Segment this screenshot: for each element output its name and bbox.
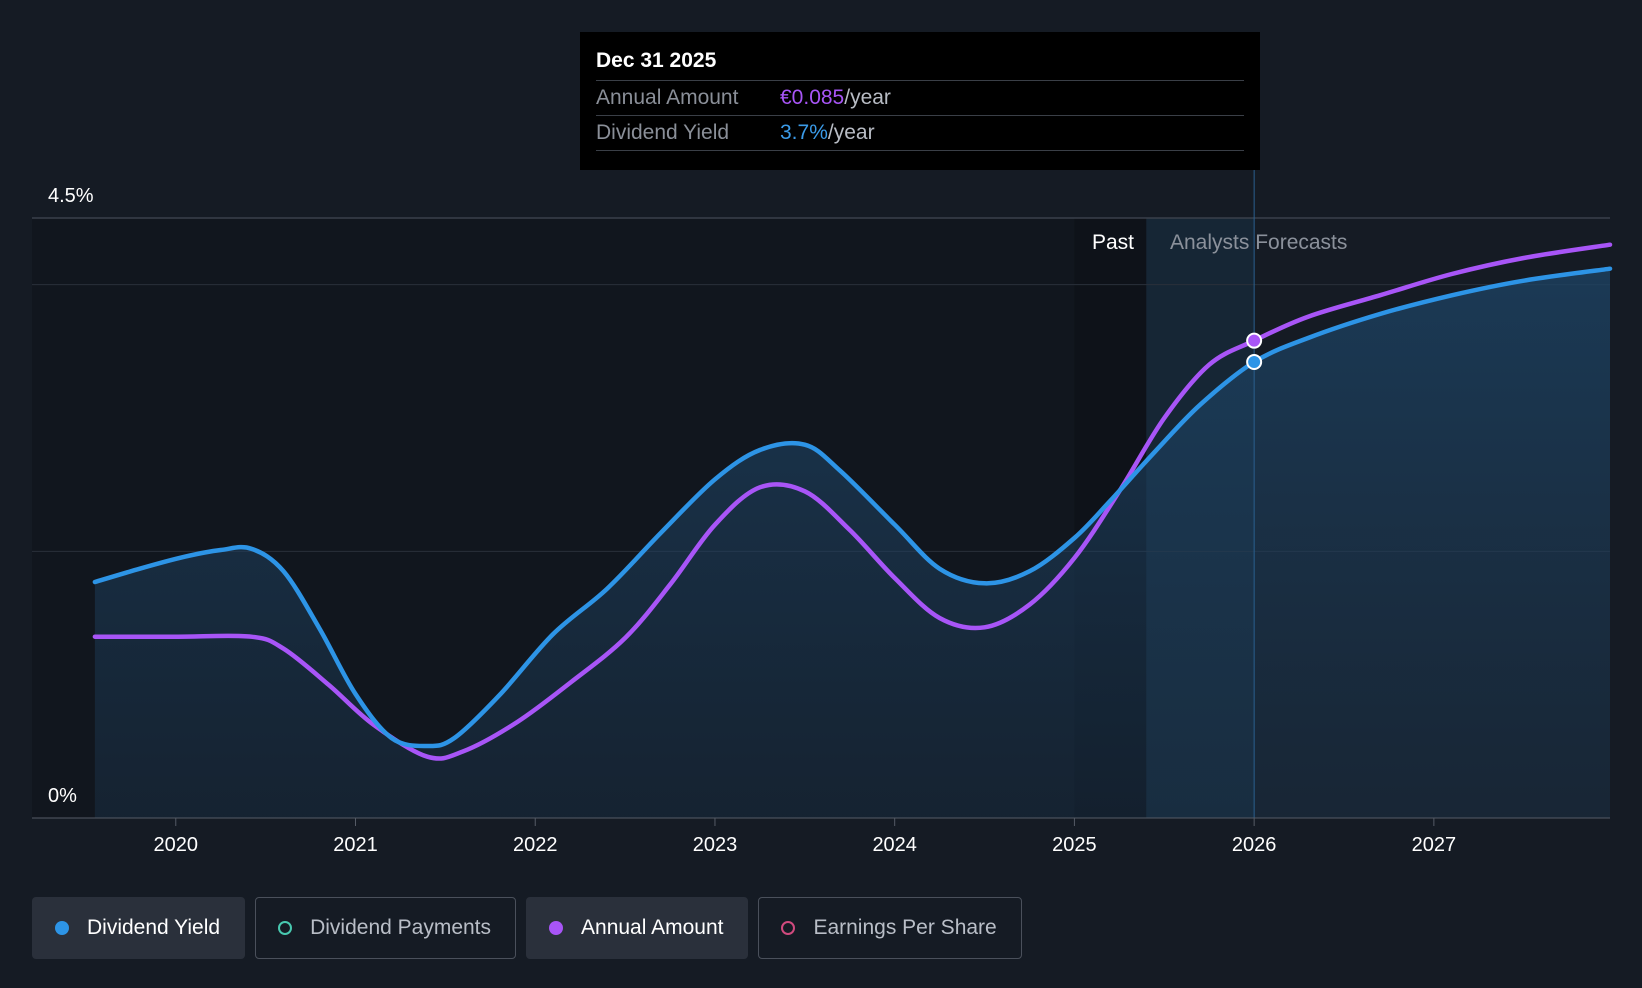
tooltip-annual-amount-value: €0.085	[780, 86, 845, 109]
legend-dividend-yield[interactable]: Dividend Yield	[32, 897, 246, 959]
legend-label: Earnings Per Share	[813, 916, 997, 939]
tooltip-annual-amount-label: Annual Amount	[596, 86, 739, 109]
legend-annual-amount[interactable]: Annual Amount	[526, 897, 749, 959]
legend-earnings-per-share[interactable]: Earnings Per Share	[758, 897, 1022, 959]
legend-label: Dividend Payments	[310, 916, 492, 939]
x-tick-label: 2022	[513, 834, 558, 856]
forecast-label: Analysts Forecasts	[1170, 231, 1347, 254]
dividend-yield-area	[94, 268, 1610, 818]
tooltip-row-dividend-yield: Dividend Yield 3.7%/year	[596, 115, 1244, 151]
tooltip-row-annual-amount: Annual Amount €0.085/year	[596, 80, 1244, 115]
dividend-yield-marker	[1246, 354, 1263, 370]
x-tick-label: 2027	[1412, 834, 1457, 856]
legend-dividend-payments[interactable]: Dividend Payments	[255, 897, 517, 959]
tooltip: Dec 31 2025 Annual Amount €0.085/year Di…	[580, 32, 1260, 170]
x-tick-label: 2021	[333, 834, 378, 856]
legend-ring-icon	[278, 921, 293, 935]
tooltip-dividend-yield-label: Dividend Yield	[596, 121, 730, 144]
legend-dot-icon	[549, 921, 564, 935]
x-tick-label: 2023	[693, 834, 738, 856]
legend-label: Dividend Yield	[87, 916, 221, 939]
annual-amount-marker	[1246, 332, 1263, 349]
tooltip-annual-amount-unit: /year	[844, 86, 891, 109]
legend-dot-icon	[55, 921, 69, 935]
annual-amount-line	[92, 242, 1613, 761]
y-tick-label-top: 4.5%	[48, 185, 94, 207]
tooltip-date: Dec 31 2025	[596, 49, 717, 72]
past-label: Past	[1092, 231, 1134, 254]
x-tick-label: 2024	[872, 834, 917, 856]
y-tick-label-bottom: 0%	[48, 785, 77, 807]
legend-ring-icon	[781, 921, 796, 935]
tooltip-dividend-yield-unit: /year	[827, 121, 875, 144]
x-tick-label: 2020	[154, 834, 199, 856]
tooltip-dividend-yield-value: 3.7%	[780, 121, 828, 144]
legend-label: Annual Amount	[581, 916, 724, 939]
x-tick-label: 2025	[1052, 834, 1097, 856]
x-tick-label: 2026	[1232, 834, 1277, 856]
legend: Dividend Yield Dividend Payments Annual …	[32, 897, 1022, 959]
